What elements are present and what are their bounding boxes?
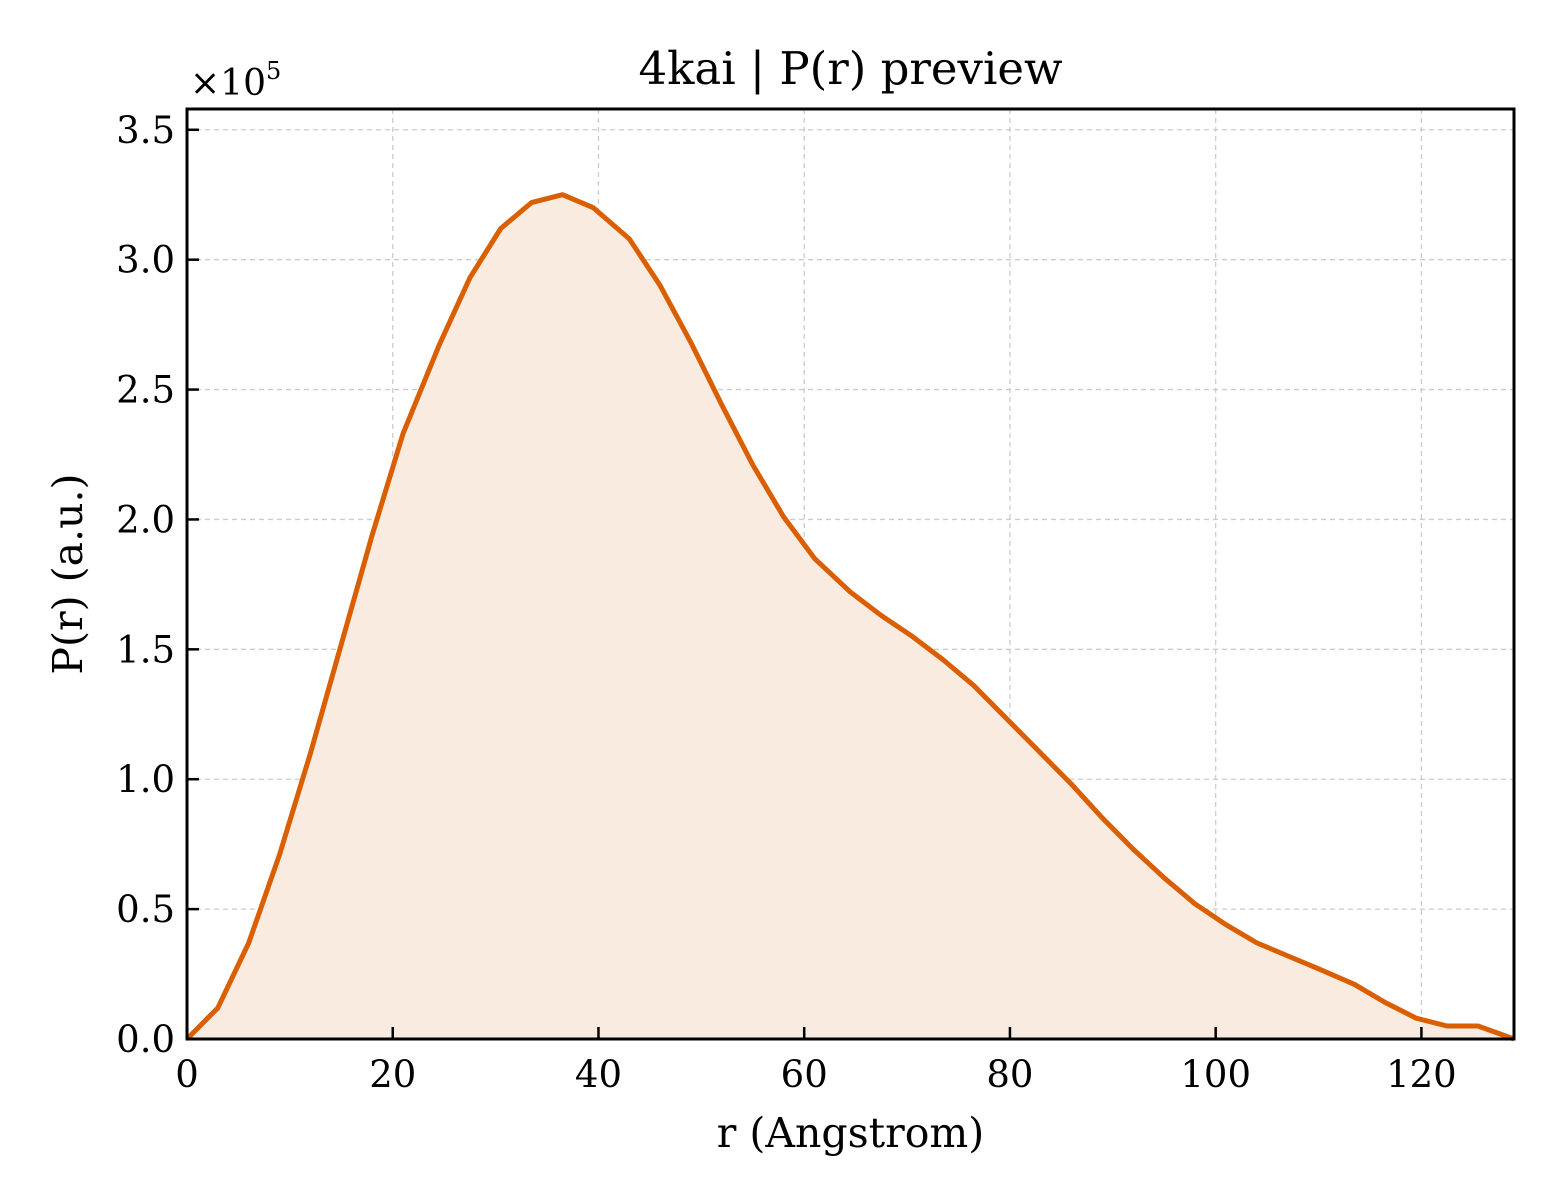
- y-multiplier-exp: 5: [266, 57, 281, 85]
- y-tick-label: 0.0: [116, 1018, 175, 1061]
- axis-ticks: [185, 128, 1423, 1041]
- y-tick-label: 2.0: [116, 498, 175, 541]
- x-tick-label: 40: [575, 1053, 622, 1096]
- x-tick-label: 80: [986, 1053, 1033, 1096]
- y-tick-label: 1.0: [116, 758, 175, 801]
- x-axis-label: r (Angstrom): [717, 1109, 985, 1157]
- y-tick-label: 1.5: [116, 628, 175, 671]
- x-tick-label: 20: [369, 1053, 416, 1096]
- y-multiplier-base: ×10: [190, 63, 266, 104]
- y-axis-label: P(r) (a.u.): [44, 473, 92, 674]
- x-tick-label: 0: [175, 1053, 199, 1096]
- chart-title: 4kai | P(r) preview: [638, 42, 1062, 95]
- x-tick-label: 60: [781, 1053, 828, 1096]
- y-tick-label: 3.0: [116, 239, 175, 282]
- y-tick-label: 3.5: [116, 109, 175, 152]
- x-tick-label: 100: [1180, 1053, 1251, 1096]
- pr-series-line: [185, 192, 1515, 1042]
- tick-labels: 0 20 40 60 80 100 120 0.0 0.5 1.0 1.5 2.0 2.5 3.0 3.5: [116, 109, 1457, 1096]
- x-tick-label: 120: [1386, 1053, 1457, 1096]
- y-tick-label: 2.5: [116, 369, 175, 412]
- y-tick-label: 0.5: [116, 888, 175, 931]
- y-axis-multiplier: ×105: [190, 57, 281, 104]
- pr-area-fill: [187, 194, 1514, 1040]
- plot-frame: [185, 107, 1516, 1041]
